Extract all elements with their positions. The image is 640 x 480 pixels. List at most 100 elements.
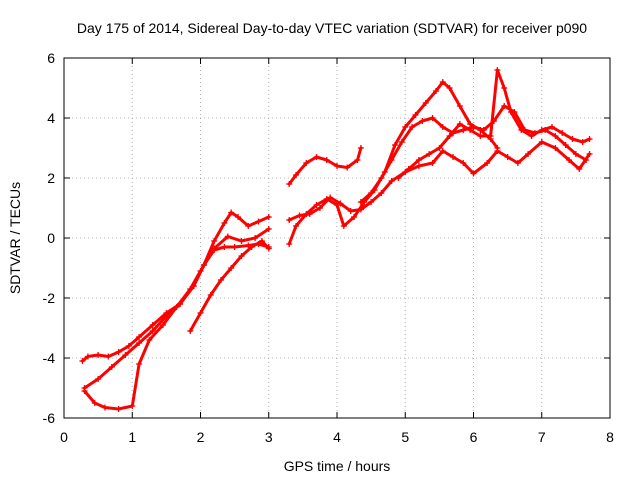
data-point bbox=[316, 205, 323, 211]
data-point bbox=[265, 226, 272, 232]
data-point bbox=[572, 151, 579, 157]
series-trace bbox=[83, 227, 271, 411]
data-point bbox=[245, 242, 252, 249]
data-point bbox=[446, 133, 453, 139]
data-point bbox=[368, 190, 375, 196]
data-point bbox=[79, 358, 86, 364]
data-point bbox=[395, 175, 402, 181]
data-point bbox=[286, 181, 293, 187]
data-point bbox=[586, 136, 593, 142]
data-point bbox=[296, 212, 303, 219]
data-point bbox=[252, 235, 259, 241]
chart-title: Day 175 of 2014, Sidereal Day-to-day VTE… bbox=[77, 20, 587, 36]
x-tick-label: 6 bbox=[470, 429, 478, 445]
data-layer bbox=[79, 67, 593, 412]
data-series-3 bbox=[81, 226, 272, 412]
y-tick-label: 0 bbox=[47, 230, 55, 246]
data-series-9 bbox=[395, 67, 593, 181]
data-point bbox=[422, 100, 429, 106]
data-point bbox=[450, 154, 457, 160]
data-point bbox=[95, 352, 102, 358]
data-point bbox=[392, 142, 399, 148]
data-point bbox=[415, 163, 422, 169]
data-point bbox=[439, 124, 446, 130]
data-point bbox=[484, 160, 491, 166]
data-series-1 bbox=[79, 209, 272, 364]
data-point bbox=[344, 164, 351, 171]
y-tick-label: -6 bbox=[43, 410, 56, 426]
data-point bbox=[501, 103, 508, 109]
x-tick-label: 1 bbox=[128, 429, 136, 445]
data-point bbox=[197, 310, 204, 316]
axis-ticks: 0 1 2 3 4 5 6 7 8 -6 -4 -2 0 2 4 6 bbox=[43, 50, 615, 445]
data-point bbox=[293, 223, 300, 229]
data-point bbox=[187, 286, 194, 292]
data-point bbox=[351, 214, 358, 220]
data-point bbox=[108, 364, 115, 370]
data-point bbox=[224, 233, 231, 240]
data-point bbox=[467, 127, 474, 133]
data-point bbox=[340, 223, 347, 229]
data-point bbox=[313, 154, 320, 160]
x-tick-label: 5 bbox=[401, 429, 409, 445]
data-series-4 bbox=[187, 238, 272, 334]
data-point bbox=[378, 175, 385, 181]
data-point bbox=[432, 88, 439, 94]
data-point bbox=[258, 238, 265, 244]
data-point bbox=[337, 200, 344, 207]
data-point bbox=[303, 160, 310, 166]
data-point bbox=[436, 145, 443, 151]
data-point bbox=[552, 133, 559, 139]
data-point bbox=[477, 133, 484, 139]
x-axis-label: GPS time / hours bbox=[284, 458, 391, 474]
data-point bbox=[460, 127, 467, 133]
data-point bbox=[115, 349, 122, 355]
data-point bbox=[187, 328, 194, 334]
x-tick-label: 4 bbox=[333, 429, 341, 445]
data-point bbox=[426, 151, 433, 157]
x-tick-label: 3 bbox=[265, 429, 273, 445]
data-point bbox=[419, 118, 426, 124]
data-point bbox=[105, 353, 112, 360]
grid bbox=[64, 58, 610, 418]
data-point bbox=[456, 121, 463, 127]
x-tick-label: 0 bbox=[60, 429, 68, 445]
data-point bbox=[149, 328, 156, 334]
data-point bbox=[357, 145, 364, 151]
data-series-7 bbox=[286, 79, 501, 247]
x-tick-label: 7 bbox=[538, 429, 546, 445]
data-point bbox=[388, 157, 395, 163]
y-tick-label: -4 bbox=[43, 350, 56, 366]
data-point bbox=[136, 334, 143, 340]
data-point bbox=[354, 157, 361, 163]
data-point bbox=[115, 406, 122, 412]
data-point bbox=[136, 340, 143, 346]
data-point bbox=[398, 139, 405, 145]
data-point bbox=[129, 403, 136, 409]
data-point bbox=[439, 148, 446, 154]
data-point bbox=[136, 361, 143, 367]
y-axis-label: SDTVAR / TECUs bbox=[7, 182, 23, 294]
data-point bbox=[313, 202, 320, 208]
data-point bbox=[456, 103, 463, 109]
data-point bbox=[146, 337, 153, 343]
data-point bbox=[91, 400, 98, 406]
data-point bbox=[446, 85, 453, 91]
data-series-2 bbox=[81, 241, 272, 391]
data-point bbox=[122, 352, 129, 358]
data-point bbox=[245, 223, 252, 229]
data-point bbox=[559, 130, 566, 136]
data-point bbox=[334, 202, 340, 208]
data-point bbox=[409, 124, 416, 130]
data-point bbox=[211, 238, 218, 244]
data-point bbox=[197, 268, 204, 274]
data-point bbox=[460, 160, 467, 166]
y-tick-label: -2 bbox=[43, 290, 56, 306]
y-tick-label: 2 bbox=[47, 170, 55, 186]
data-point bbox=[84, 353, 91, 360]
data-point bbox=[303, 211, 310, 217]
data-point bbox=[548, 124, 555, 130]
data-point bbox=[514, 160, 521, 166]
data-point bbox=[518, 127, 525, 133]
data-point bbox=[173, 304, 180, 310]
